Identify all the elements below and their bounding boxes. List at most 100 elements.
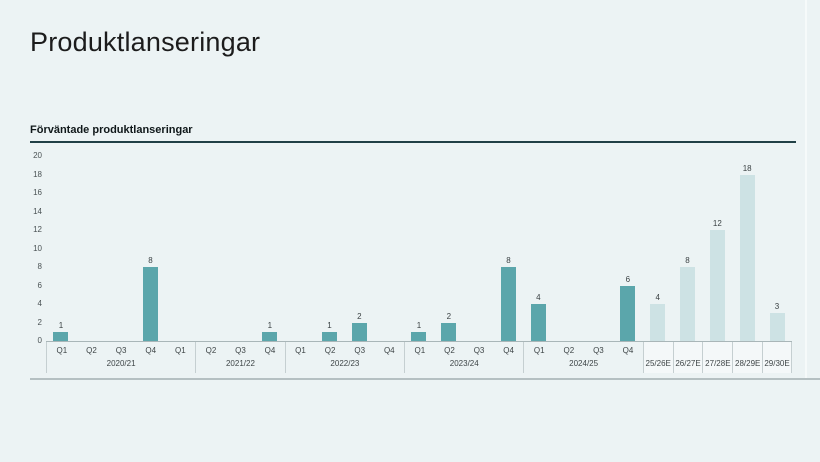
bar-cell: 6 bbox=[613, 156, 643, 341]
right-edge-line bbox=[805, 0, 807, 378]
bar-2021/22-Q4 bbox=[262, 331, 278, 341]
bar-cell: 18 bbox=[732, 156, 762, 341]
year-label: 27/28E bbox=[705, 359, 731, 368]
bar-value-label: 1 bbox=[58, 320, 64, 330]
quarter-label: Q4 bbox=[503, 346, 514, 355]
year-label: 2020/21 bbox=[106, 359, 136, 368]
quarter-label bbox=[703, 342, 732, 357]
axis-group-27/28E: 27/28E bbox=[702, 342, 733, 373]
quarter-label-row bbox=[763, 342, 791, 357]
bar-2024/25-Q4 bbox=[620, 285, 636, 341]
y-axis-tick-label: 6 bbox=[37, 280, 42, 290]
bar-value-label: 1 bbox=[267, 320, 273, 330]
bar-2023/24-Q4 bbox=[501, 267, 517, 341]
y-axis-tick-label: 4 bbox=[37, 299, 42, 308]
page-title: Produktlanseringar bbox=[30, 27, 261, 57]
year-label: 2024/25 bbox=[569, 359, 599, 368]
year-label: 28/29E bbox=[735, 359, 761, 368]
quarter-label bbox=[733, 342, 762, 357]
y-axis-tick-label: 12 bbox=[33, 225, 42, 234]
year-label: 2021/22 bbox=[225, 359, 255, 368]
bar-value-label: 8 bbox=[506, 256, 511, 265]
bar-value-label: 4 bbox=[655, 293, 660, 302]
y-axis-tick-label: 16 bbox=[33, 188, 42, 197]
x-axis-band: Q1 Q2 Q3 Q4 Q1 2020/21 Q2 Q3 Q4 2021/22 Q1 Q2 Q3 Q4 20… bbox=[46, 341, 792, 373]
bar-25/26E bbox=[650, 304, 666, 341]
y-axis-tick-label: 8 bbox=[37, 262, 42, 271]
bar-cell: 1 bbox=[315, 156, 345, 341]
quarter-label-row: Q2 Q3 Q4 bbox=[196, 342, 285, 357]
bar-cell bbox=[106, 156, 136, 341]
bar-group-25/26E: 4 bbox=[643, 156, 673, 341]
quarter-label: Q2 bbox=[86, 346, 97, 355]
bar-cell bbox=[76, 156, 106, 341]
quarter-label-row: Q1 Q2 Q3 Q4 bbox=[405, 342, 523, 357]
axis-group-28/29E: 28/29E bbox=[732, 342, 763, 373]
bar-cell: 8 bbox=[136, 156, 166, 341]
bar-group-2023/24: 1 2 8 bbox=[404, 156, 523, 341]
axis-group-2023/24: Q1 Q2 Q3 Q4 2023/24 bbox=[404, 342, 523, 373]
quarter-label: Q1 bbox=[56, 346, 68, 355]
bar-cell bbox=[225, 156, 255, 341]
bar-value-label: 12 bbox=[712, 219, 722, 228]
bar-cell bbox=[583, 156, 613, 341]
bar-cell: 4 bbox=[523, 156, 553, 341]
bar-2020/21-Q1 bbox=[53, 331, 69, 341]
axis-group-2024/25: Q1 Q2 Q3 Q4 2024/25 bbox=[523, 342, 642, 373]
bar-28/29E bbox=[739, 174, 755, 341]
bar-value-label: 8 bbox=[148, 256, 153, 265]
year-label: 2022/23 bbox=[330, 359, 360, 368]
axis-group-26/27E: 26/27E bbox=[672, 342, 703, 373]
quarter-label: Q1 bbox=[414, 346, 426, 355]
bar-value-label: 3 bbox=[774, 302, 780, 312]
bar-2020/21-Q4 bbox=[142, 267, 158, 341]
bar-value-label: 8 bbox=[685, 256, 690, 265]
bar-group-2021/22: 1 bbox=[195, 156, 285, 341]
axis-group-2021/22: Q2 Q3 Q4 2021/22 bbox=[195, 342, 285, 373]
bar-cell: 1 bbox=[404, 156, 434, 341]
bar-cell bbox=[285, 156, 315, 341]
quarter-label-row: Q1 Q2 Q3 Q4 Q1 bbox=[47, 342, 195, 357]
quarter-label: Q3 bbox=[115, 346, 127, 355]
quarter-label-row: Q1 Q2 Q3 Q4 bbox=[286, 342, 404, 357]
bar-cell bbox=[374, 156, 404, 341]
bar-plot: 1 8 1 1 2 1 2 8 4 6 4 8 12 18 3 bbox=[46, 156, 792, 341]
year-label: 29/30E bbox=[764, 359, 790, 368]
bar-cell: 2 bbox=[344, 156, 374, 341]
bar-26/27E bbox=[680, 267, 696, 341]
quarter-label: Q3 bbox=[473, 346, 485, 355]
bar-29/30E bbox=[769, 313, 785, 341]
year-label: 2023/24 bbox=[449, 359, 479, 368]
bar-2023/24-Q2 bbox=[441, 322, 457, 341]
chart-title: Förväntade produktlanseringar bbox=[30, 124, 796, 143]
bar-value-label: 4 bbox=[536, 293, 541, 302]
quarter-label: Q4 bbox=[622, 346, 634, 355]
quarter-label bbox=[763, 342, 791, 357]
y-axis-tick-label: 0 bbox=[37, 336, 42, 345]
quarter-label bbox=[674, 342, 703, 357]
axis-group-2020/21: Q1 Q2 Q3 Q4 Q1 2020/21 bbox=[46, 342, 195, 373]
bar-cell: 8 bbox=[494, 156, 524, 341]
quarter-label bbox=[644, 342, 673, 357]
bar-value-label: 1 bbox=[416, 320, 422, 330]
bar-cell: 8 bbox=[673, 156, 703, 341]
quarter-label: Q2 bbox=[444, 346, 455, 355]
quarter-label: Q4 bbox=[264, 346, 276, 355]
quarter-label: Q3 bbox=[235, 346, 246, 355]
y-axis-tick-label: 14 bbox=[33, 206, 42, 216]
axis-group-25/26E: 25/26E bbox=[642, 342, 673, 373]
bar-cell: 12 bbox=[702, 156, 732, 341]
quarter-label: Q1 bbox=[533, 346, 545, 355]
y-axis-tick-label: 10 bbox=[33, 243, 42, 253]
bar-cell: 1 bbox=[46, 156, 76, 341]
bar-2023/24-Q1 bbox=[411, 331, 427, 341]
bar-value-label: 18 bbox=[742, 163, 752, 173]
bar-cell bbox=[165, 156, 195, 341]
quarter-label: Q2 bbox=[205, 346, 217, 355]
quarter-label: Q2 bbox=[324, 346, 336, 355]
bar-cell bbox=[464, 156, 494, 341]
quarter-label: Q3 bbox=[354, 346, 366, 355]
